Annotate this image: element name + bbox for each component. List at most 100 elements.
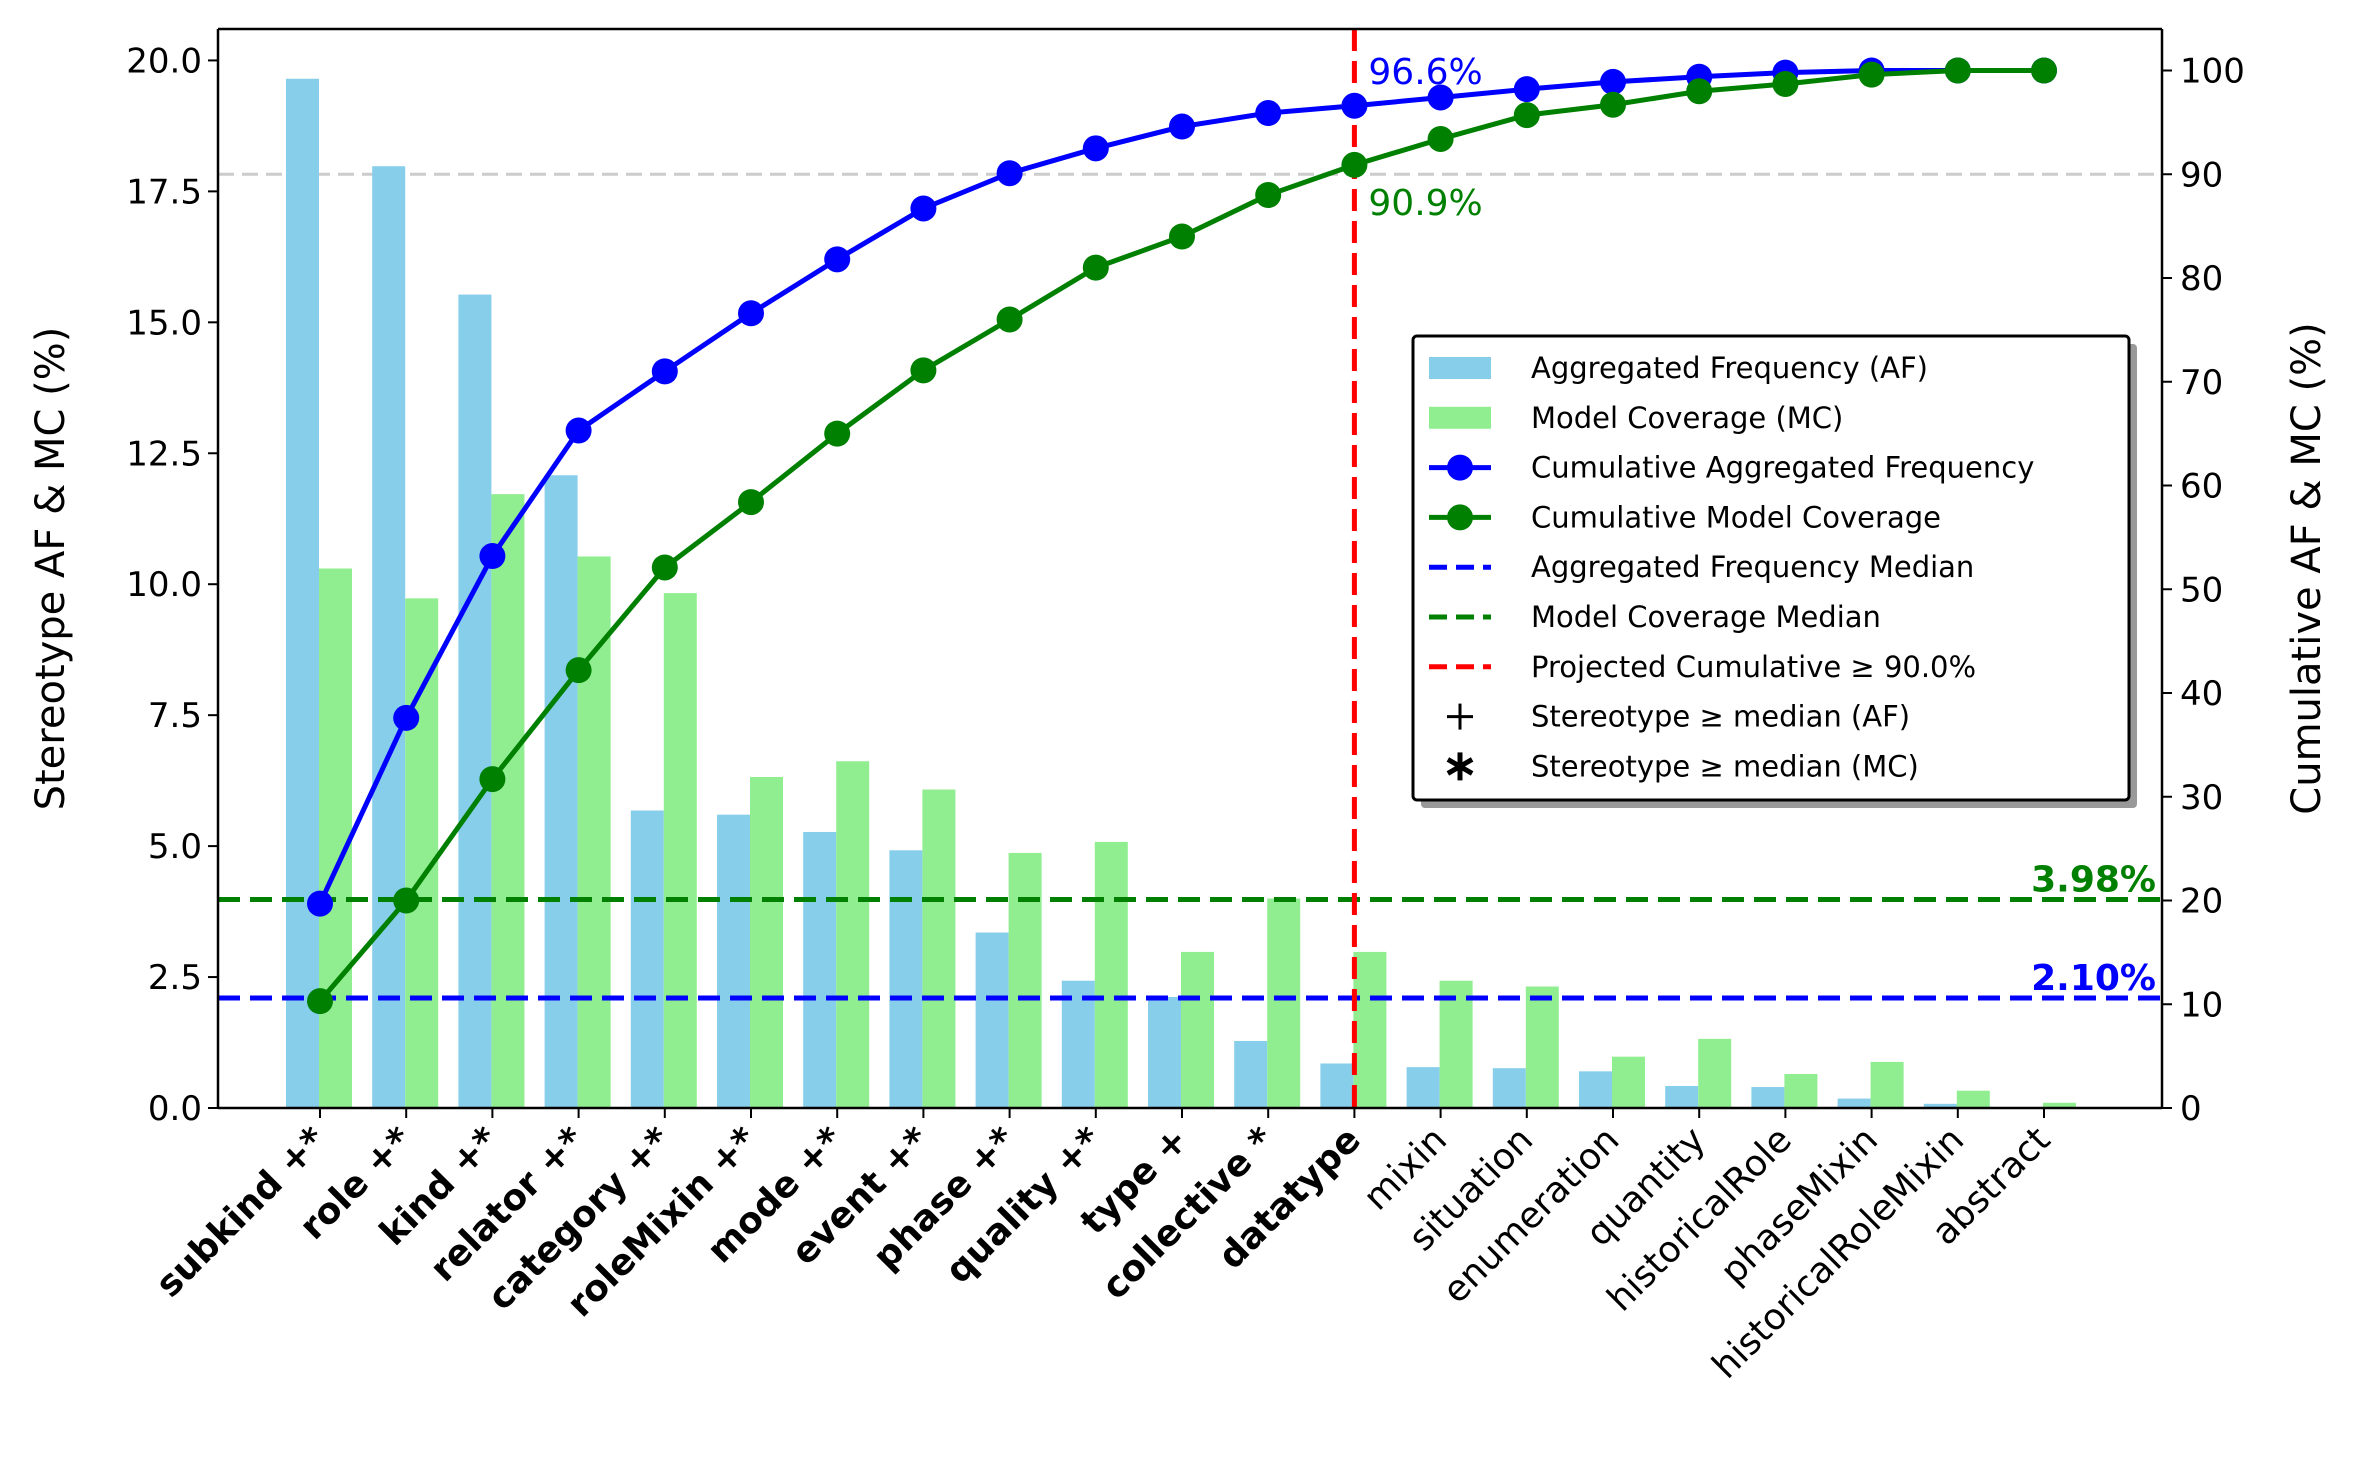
af-bar: [1406, 1067, 1440, 1108]
right-tick-label: 70: [2180, 363, 2223, 403]
right-tick-label: 60: [2180, 467, 2223, 507]
mc-bar: [1267, 898, 1301, 1108]
left-tick-label: 17.5: [126, 172, 202, 212]
legend-label: Stereotype ≥ median (AF): [1531, 700, 1910, 734]
cumulative-mc-point: [824, 420, 851, 447]
cumulative-af-point: [565, 417, 592, 444]
cumulative-mc-point: [1686, 78, 1713, 105]
af-bar: [717, 814, 750, 1108]
mc-bar: [1353, 951, 1387, 1108]
right-axis-title: Cumulative AF & MC (%): [2284, 322, 2330, 814]
af-median-label: 2.10%: [2031, 958, 2156, 999]
mc-bar: [1870, 1061, 1904, 1108]
mc-bar: [1094, 841, 1128, 1108]
cumulative-mc-point: [479, 766, 506, 793]
cumulative-mc-point: [2031, 57, 2057, 84]
cumulative-af-point: [1513, 76, 1540, 103]
right-tick-label: 10: [2180, 985, 2223, 1025]
cumulative-mc-point: [910, 357, 937, 384]
cumulative-mc-point: [1341, 151, 1368, 178]
af-bar: [1492, 1068, 1526, 1108]
right-tick-label: 100: [2180, 52, 2245, 92]
cumulative-mc-point: [1600, 91, 1626, 118]
cumulative-af-point: [1082, 135, 1109, 162]
legend-marker: [1447, 454, 1473, 481]
left-tick-label: 12.5: [126, 434, 202, 474]
cumulative-mc-point: [1772, 70, 1799, 97]
right-tick-label: 30: [2180, 778, 2223, 818]
cumulative-af-point: [996, 160, 1023, 187]
mc-bar: [836, 761, 870, 1108]
legend-label: Cumulative Model Coverage: [1531, 500, 1941, 534]
cumulative-mc-point: [738, 489, 764, 516]
af-bar: [1061, 980, 1095, 1108]
cumulative-af-point: [910, 195, 937, 222]
cumulative-af-point: [1600, 68, 1626, 95]
mc-bar: [1008, 852, 1042, 1108]
left-tick-label: 10.0: [126, 565, 202, 605]
right-tick-label: 80: [2180, 259, 2223, 299]
cumulative-mc-point: [1082, 254, 1109, 281]
left-tick-label: 0.0: [148, 1089, 202, 1129]
cumulative-mc-point: [1427, 125, 1454, 152]
cumulative-af-point: [1427, 84, 1454, 111]
reference-lines: 3.98% 2.10%: [218, 29, 2162, 1108]
cumulative-af-point: [393, 704, 420, 731]
cumulative-af-point: [1341, 92, 1368, 119]
legend-marker: [1447, 504, 1473, 531]
cumulative-mc-point: [651, 554, 678, 581]
af-bar: [975, 932, 1009, 1108]
cumulative-mc-point: [307, 988, 333, 1015]
mc-bar: [1784, 1073, 1818, 1108]
mc-bar: [491, 494, 525, 1109]
bars-layer: [286, 78, 2076, 1109]
annotations: 96.6% 90.9%: [1368, 52, 1482, 224]
af-bar: [544, 475, 578, 1109]
right-tick-label: 90: [2180, 155, 2223, 195]
mc-bar: [2043, 1102, 2076, 1108]
legend-patch: [1429, 406, 1491, 429]
mc-bar: [750, 776, 783, 1108]
cumulative-mc-annotation: 90.9%: [1368, 183, 1482, 224]
af-bar: [1579, 1071, 1612, 1108]
cumulative-mc-point: [1513, 102, 1540, 129]
af-bar: [1320, 1063, 1354, 1108]
cumulative-mc-point: [565, 657, 592, 684]
cumulative-af-point: [738, 300, 764, 327]
right-tick-label: 20: [2180, 882, 2223, 922]
cumulative-mc-point: [1858, 61, 1885, 88]
af-bar: [458, 294, 492, 1109]
af-bar: [1665, 1086, 1699, 1108]
legend-box: [1411, 334, 2131, 802]
right-tick-label: 0: [2180, 1089, 2202, 1129]
cumulative-af-point: [651, 358, 678, 385]
af-bar: [1837, 1098, 1871, 1108]
mc-bar: [319, 568, 352, 1108]
right-tick-label: 50: [2180, 570, 2223, 610]
cumulative-af-point: [1255, 100, 1282, 127]
legend-label: Projected Cumulative ≥ 90.0%: [1531, 650, 1976, 684]
mc-median-label: 3.98%: [2031, 860, 2156, 901]
mc-bar: [1698, 1038, 1732, 1108]
left-tick-label: 7.5: [148, 696, 202, 736]
legend-label: Aggregated Frequency (AF): [1531, 351, 1928, 385]
legend-label: Cumulative Aggregated Frequency: [1531, 451, 2034, 485]
af-bar: [889, 850, 923, 1108]
legend: Aggregated Frequency (AF) Model Coverage …: [1411, 334, 2137, 808]
af-bar: [1148, 996, 1181, 1108]
cumulative-mc-point: [393, 887, 420, 914]
af-bar: [1923, 1103, 1957, 1108]
left-tick-label: 15.0: [126, 303, 202, 343]
cumulative-mc-point: [1255, 182, 1282, 208]
af-bar: [1234, 1040, 1268, 1108]
left-tick-label: 5.0: [148, 827, 202, 867]
cumulative-af-point: [307, 890, 333, 917]
mc-bar: [1439, 980, 1473, 1108]
mc-bar: [1181, 951, 1214, 1108]
af-bar: [630, 810, 664, 1108]
cumulative-af-annotation: 96.6%: [1368, 52, 1482, 93]
mc-bar: [1956, 1090, 1990, 1108]
af-bar: [1751, 1087, 1785, 1108]
